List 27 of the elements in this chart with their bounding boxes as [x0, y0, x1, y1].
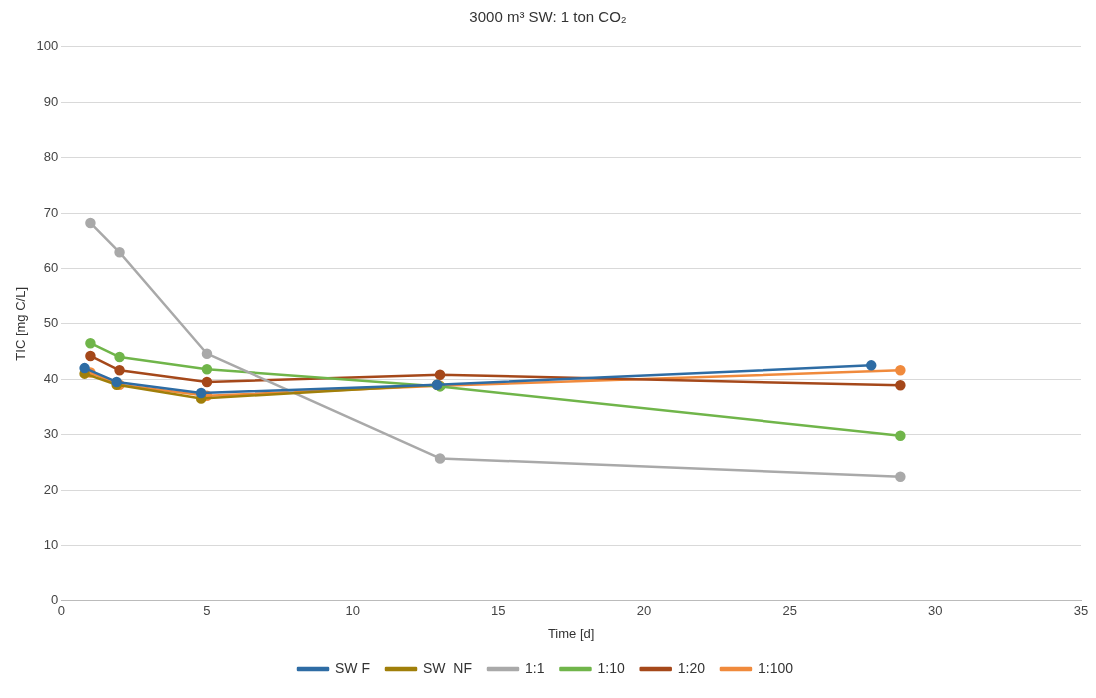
y-axis-title: TIC [mg C/L]: [13, 286, 29, 361]
chart-title: 3000 m³ SW: 1 ton CO₂: [468, 8, 628, 25]
legend-label: 1:10: [597, 659, 625, 676]
x-tick-label: 35: [1073, 603, 1089, 619]
y-tick-label: 30: [43, 426, 59, 442]
y-tick-label: 90: [43, 93, 59, 109]
legend-label: SW NF: [423, 659, 472, 676]
y-tick-label: 10: [43, 536, 59, 552]
y-tick-label: 70: [43, 204, 59, 220]
y-tick-label: 80: [43, 149, 59, 165]
y-tick-label: 50: [43, 315, 59, 331]
legend-label: 1:100: [757, 659, 794, 676]
x-tick-label: 5: [203, 603, 211, 619]
y-tick-label: 0: [51, 592, 59, 608]
x-tick-label: 20: [636, 603, 652, 619]
y-tick-label: 20: [43, 481, 59, 497]
x-tick-label: 10: [345, 603, 360, 619]
legend-label: 1:1: [525, 659, 545, 676]
x-tick-label: 30: [928, 603, 943, 619]
y-tick-label: 40: [43, 370, 59, 386]
legend-label: SW F: [335, 659, 371, 676]
x-tick-label: 25: [782, 603, 797, 619]
y-tick-label: 100: [36, 38, 59, 54]
x-tick-label: 15: [491, 603, 506, 619]
legend-label: 1:20: [677, 659, 706, 676]
x-axis-title: Time [d]: [547, 625, 595, 641]
y-tick-label: 60: [43, 259, 59, 275]
